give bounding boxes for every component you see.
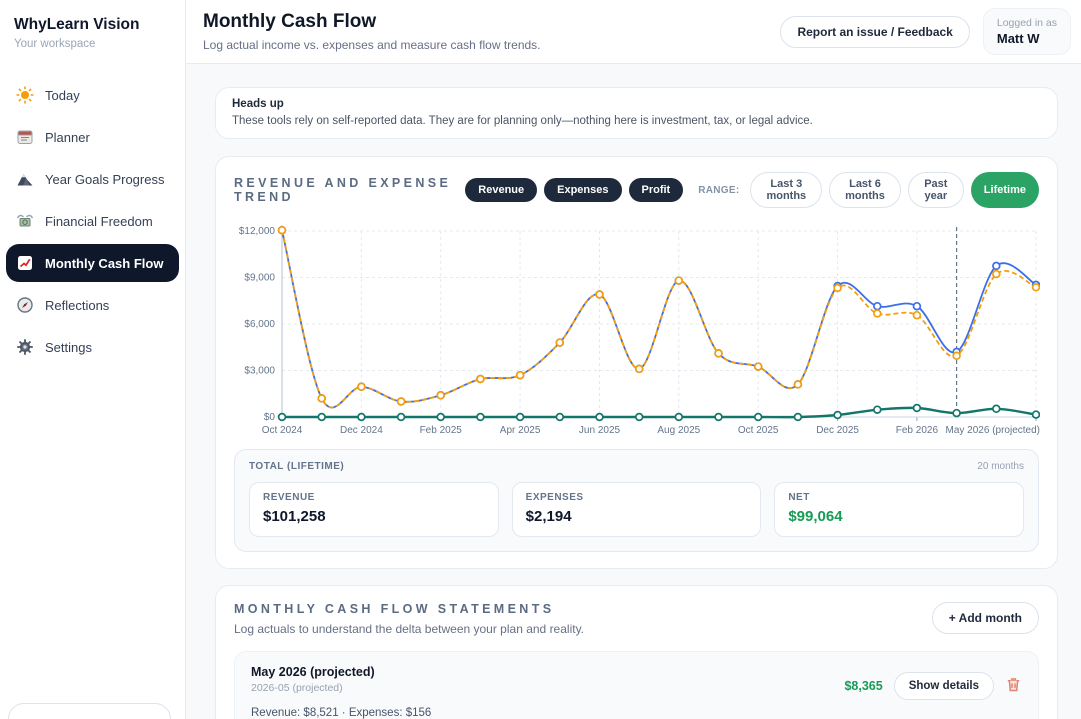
range-option-past-year[interactable]: Past year — [907, 172, 964, 208]
metric-value: $2,194 — [525, 508, 572, 525]
page-content: Heads up These tools rely on self-report… — [186, 64, 1081, 719]
svg-text:Dec 2025: Dec 2025 — [816, 425, 859, 436]
mountain-icon — [16, 170, 34, 188]
calendar-icon — [16, 128, 34, 146]
totals-header: TOTAL (LIFETIME) 20 months — [249, 461, 1024, 472]
sidebar-item-monthly-cash-flow[interactable]: Monthly Cash Flow — [6, 244, 179, 282]
range-label: RANGE: — [698, 184, 740, 196]
heads-up-title: Heads up — [232, 98, 284, 110]
statements-card: MONTHLY CASH FLOW STATEMENTS Log actuals… — [215, 585, 1058, 719]
delete-month-button[interactable] — [1005, 676, 1022, 696]
statement-net: $8,365 — [844, 679, 883, 693]
chart-area: $0 $3,000 $6,000 $9,000 $12,000 Oct 2024 Dec 2… — [234, 220, 1041, 441]
series-toggle-expenses[interactable]: Expenses — [544, 178, 622, 202]
sidebar-bottom-panel — [8, 703, 171, 719]
svg-text:Oct 2024: Oct 2024 — [262, 425, 303, 436]
statements-heading: MONTHLY CASH FLOW STATEMENTS — [234, 602, 555, 616]
svg-text:Jun 2025: Jun 2025 — [579, 425, 621, 436]
sidebar-item-label: Year Goals Progress — [45, 171, 165, 187]
svg-text:Feb 2026: Feb 2026 — [896, 425, 939, 436]
svg-text:Oct 2025: Oct 2025 — [738, 425, 779, 436]
metric-cards: REVENUE $101,258 EXPENSES $2,194 NET $99,064 — [249, 482, 1024, 537]
sidebar-item-label: Settings — [45, 339, 92, 355]
range-pills: Last 3 months Last 6 months Past year Lifet… — [750, 172, 1039, 208]
trash-icon — [1005, 676, 1022, 696]
statement-detail: Revenue: $8,521 · Expenses: $156 — [251, 707, 432, 719]
user-name: Matt W — [996, 31, 1040, 46]
svg-text:Aug 2025: Aug 2025 — [657, 425, 700, 436]
metric-card-revenue: REVENUE $101,258 — [249, 482, 499, 537]
metric-label: EXPENSES — [525, 492, 584, 503]
statement-row: May 2026 (projected) 2026-05 (projected) R… — [234, 651, 1039, 719]
metric-value: $101,258 — [263, 508, 326, 525]
page-title: Monthly Cash Flow — [203, 11, 377, 32]
page-title-block: Monthly Cash Flow Log actual income vs. … — [203, 11, 767, 52]
heads-up-banner: Heads up These tools rely on self-report… — [215, 87, 1058, 139]
sidebar-item-reflections[interactable]: Reflections — [6, 286, 179, 324]
totals-title: TOTAL (LIFETIME) — [249, 461, 345, 472]
metric-card-expenses: EXPENSES $2,194 — [511, 482, 762, 537]
svg-text:$12,000: $12,000 — [239, 226, 276, 237]
series-toggle-revenue[interactable]: Revenue — [465, 178, 538, 202]
sidebar-item-financial-freedom[interactable]: Financial Freedom — [6, 202, 179, 240]
trend-heading: REVENUE AND EXPENSE TREND — [234, 176, 452, 204]
gear-icon — [16, 338, 34, 356]
metric-label: REVENUE — [263, 492, 315, 503]
svg-text:$9,000: $9,000 — [244, 273, 275, 284]
sidebar-item-year-goals-progress[interactable]: Year Goals Progress — [6, 160, 179, 198]
months-badge: 20 months — [977, 461, 1024, 472]
statement-title: May 2026 (projected) — [251, 665, 375, 679]
feedback-button[interactable]: Report an issue / Feedback — [780, 15, 970, 48]
logged-in-label: Logged in as — [996, 17, 1057, 29]
chart-up-icon — [16, 254, 34, 272]
metric-card-net: NET $99,064 — [774, 482, 1024, 537]
range-option-last-3-months[interactable]: Last 3 months — [750, 172, 823, 208]
metric-label: NET — [788, 492, 810, 503]
page-header: Monthly Cash Flow Log actual income vs. … — [186, 0, 1081, 64]
statement-rows: May 2026 (projected) 2026-05 (projected) R… — [234, 651, 1039, 719]
series-toggle-profit[interactable]: Profit — [628, 178, 684, 202]
statements-subtitle: Log actuals to understand the delta betw… — [234, 622, 585, 636]
svg-text:Feb 2025: Feb 2025 — [420, 425, 463, 436]
revenue-expense-chart: $0 $3,000 $6,000 $9,000 $12,000 Oct 2024 Dec 2… — [239, 225, 1041, 436]
compass-icon — [16, 296, 34, 314]
range-option-last-6-months[interactable]: Last 6 months — [829, 172, 901, 208]
sidebar-item-settings[interactable]: Settings — [6, 328, 179, 366]
sidebar-item-planner[interactable]: Planner — [6, 118, 179, 156]
sidebar-nav: Today Planner Year Goals Progress Financial… — [0, 76, 185, 366]
series-toggles: Revenue Expenses Profit — [465, 178, 684, 202]
statement-code: 2026-05 (projected) — [251, 682, 343, 694]
workspace-subtitle: Your workspace — [14, 38, 96, 50]
svg-text:$6,000: $6,000 — [244, 319, 275, 330]
svg-text:Dec 2024: Dec 2024 — [340, 425, 383, 436]
workspace-title: WhyLearn Vision — [14, 16, 140, 33]
trend-card: REVENUE AND EXPENSE TREND Revenue Expense… — [215, 156, 1058, 569]
workspace-brand: WhyLearn Vision Your workspace — [0, 16, 185, 50]
totals-panel: TOTAL (LIFETIME) 20 months REVENUE $101,2… — [234, 449, 1039, 552]
sun-icon — [16, 86, 34, 104]
statements-header: MONTHLY CASH FLOW STATEMENTS Log actuals… — [234, 602, 1039, 636]
show-details-button[interactable]: Show details — [893, 672, 994, 700]
sidebar-item-label: Reflections — [45, 297, 110, 313]
sidebar-item-label: Monthly Cash Flow — [45, 255, 164, 271]
svg-text:Apr 2025: Apr 2025 — [500, 425, 541, 436]
svg-text:$3,000: $3,000 — [244, 366, 275, 377]
range-option-lifetime[interactable]: Lifetime — [970, 172, 1039, 208]
money-wings-icon — [16, 212, 34, 230]
svg-text:May 2026 (projected): May 2026 (projected) — [946, 425, 1041, 436]
sidebar-item-today[interactable]: Today — [6, 76, 179, 114]
svg-text:$0: $0 — [264, 412, 276, 423]
sidebar-item-label: Financial Freedom — [45, 213, 153, 229]
heads-up-body: These tools rely on self-reported data. … — [232, 115, 813, 127]
sidebar-item-label: Today — [45, 87, 80, 103]
metric-value: $99,064 — [788, 508, 843, 525]
add-month-button[interactable]: + Add month — [931, 602, 1039, 634]
sidebar: WhyLearn Vision Your workspace Today Plan… — [0, 0, 186, 719]
main-area: Monthly Cash Flow Log actual income vs. … — [186, 0, 1081, 719]
sidebar-item-label: Planner — [45, 129, 90, 145]
logged-in-chip: Logged in as Matt W — [982, 8, 1071, 55]
trend-header: REVENUE AND EXPENSE TREND Revenue Expense… — [234, 172, 1039, 208]
page-subtitle: Log actual income vs. expenses and measu… — [203, 38, 541, 52]
